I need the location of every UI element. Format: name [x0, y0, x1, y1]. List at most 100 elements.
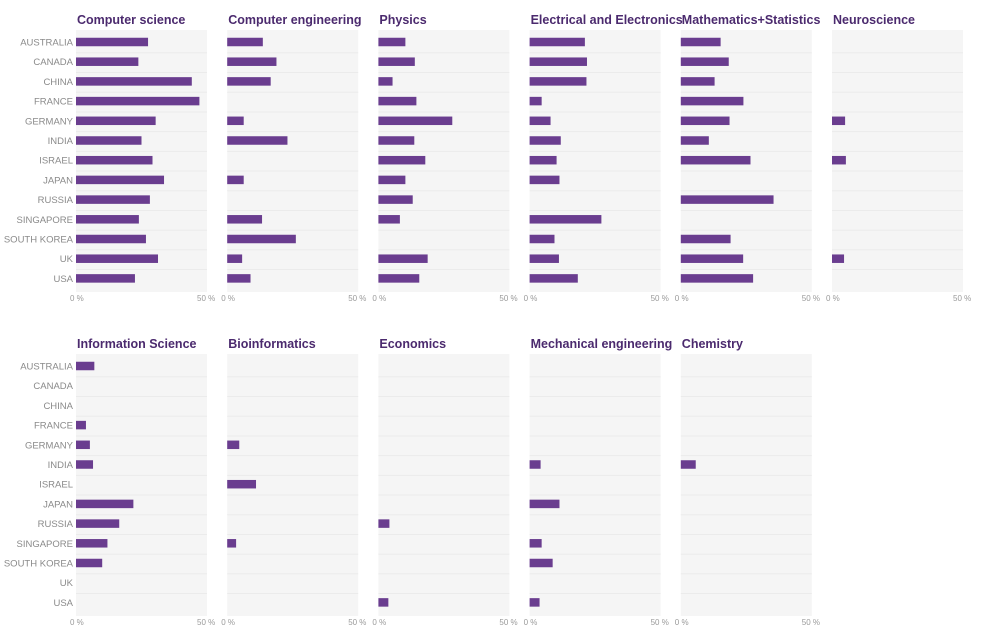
bar: [227, 440, 240, 450]
bar: [76, 195, 150, 204]
category-label: CHINA: [43, 77, 73, 88]
panel-title: Computer science: [77, 13, 185, 27]
x-tick-label: 50 %: [651, 618, 669, 627]
panel-title: Neuroscience: [833, 13, 915, 27]
bar: [76, 116, 156, 126]
bar: [832, 116, 846, 126]
bar: [227, 539, 237, 548]
bar: [378, 37, 406, 47]
bar: [76, 155, 153, 165]
x-tick-label: 50 %: [197, 618, 215, 627]
panel-title: Economics: [379, 337, 446, 351]
bar: [378, 519, 390, 528]
bar: [227, 175, 244, 185]
panel-title: Mechanical engineering: [531, 337, 673, 351]
x-tick-label: 0 %: [70, 618, 84, 627]
bar: [76, 460, 94, 469]
bar: [378, 155, 426, 165]
x-tick-label: 50 %: [802, 294, 820, 303]
bar: [680, 155, 751, 165]
bar: [680, 234, 731, 244]
panel-title: Mathematics+Statistics: [682, 13, 821, 27]
bar: [680, 460, 696, 469]
panel-title: Physics: [379, 13, 426, 27]
x-tick-label: 0 %: [524, 618, 538, 627]
bar: [529, 558, 553, 568]
bar: [227, 77, 271, 86]
bar: [76, 539, 108, 548]
category-label: CANADA: [33, 381, 73, 392]
category-label: GERMANY: [25, 116, 74, 127]
category-label: SOUTH KOREA: [4, 235, 74, 246]
panel-title: Information Science: [77, 337, 197, 351]
category-label: RUSSIA: [38, 519, 74, 530]
panel-background: [378, 354, 510, 616]
category-label: UK: [60, 254, 74, 265]
bar: [227, 136, 288, 145]
bar: [680, 37, 721, 47]
bar: [76, 558, 103, 568]
bar: [680, 195, 774, 204]
category-label: SOUTH KOREA: [4, 559, 74, 570]
x-tick-label: 0 %: [221, 618, 235, 627]
panel-background: [76, 354, 207, 616]
bar: [378, 96, 417, 106]
category-label: GERMANY: [25, 440, 74, 451]
panel-title: Bioinformatics: [228, 337, 316, 351]
bar: [529, 234, 555, 244]
bar: [680, 116, 730, 126]
x-tick-label: 50 %: [197, 294, 215, 303]
bar: [378, 175, 406, 185]
bar: [227, 37, 263, 47]
category-label: ISRAEL: [39, 480, 73, 491]
x-tick-label: 0 %: [372, 294, 386, 303]
bar: [76, 499, 134, 509]
bar: [529, 274, 578, 283]
category-label: INDIA: [48, 136, 74, 147]
category-label: INDIA: [48, 460, 74, 471]
bar: [227, 254, 243, 263]
x-tick-label: 0 %: [70, 294, 84, 303]
bar: [680, 77, 715, 86]
bar: [529, 215, 602, 224]
panel-background: [227, 30, 359, 292]
bar: [227, 57, 277, 66]
x-tick-label: 50 %: [499, 618, 517, 627]
category-label: USA: [53, 598, 73, 609]
panel-title: Computer engineering: [228, 13, 361, 27]
bar: [76, 215, 139, 224]
bar: [529, 96, 542, 106]
x-tick-label: 50 %: [499, 294, 517, 303]
category-label: ISRAEL: [39, 156, 73, 167]
bar: [529, 460, 541, 469]
category-label: FRANCE: [34, 97, 73, 108]
bar: [227, 479, 257, 489]
x-tick-label: 50 %: [348, 618, 366, 627]
x-tick-label: 0 %: [826, 294, 840, 303]
x-tick-label: 50 %: [953, 294, 971, 303]
bar: [378, 195, 413, 204]
x-tick-label: 0 %: [675, 618, 689, 627]
panel-title: Chemistry: [682, 337, 743, 351]
x-tick-label: 50 %: [802, 618, 820, 627]
bar: [529, 539, 542, 548]
bar: [378, 77, 393, 86]
bar: [76, 519, 120, 528]
panel-background: [529, 354, 661, 616]
bar: [680, 254, 744, 263]
category-label: JAPAN: [43, 175, 73, 186]
bar: [76, 361, 95, 371]
category-label: USA: [53, 274, 73, 285]
x-tick-label: 0 %: [221, 294, 235, 303]
category-label: RUSSIA: [38, 195, 74, 206]
x-tick-label: 50 %: [651, 294, 669, 303]
panel-background: [680, 354, 812, 616]
bar: [529, 598, 540, 607]
category-label: JAPAN: [43, 499, 73, 510]
bar: [227, 116, 244, 126]
bar: [76, 37, 149, 47]
bar: [680, 57, 729, 66]
bar: [680, 96, 744, 106]
bar: [76, 175, 165, 185]
